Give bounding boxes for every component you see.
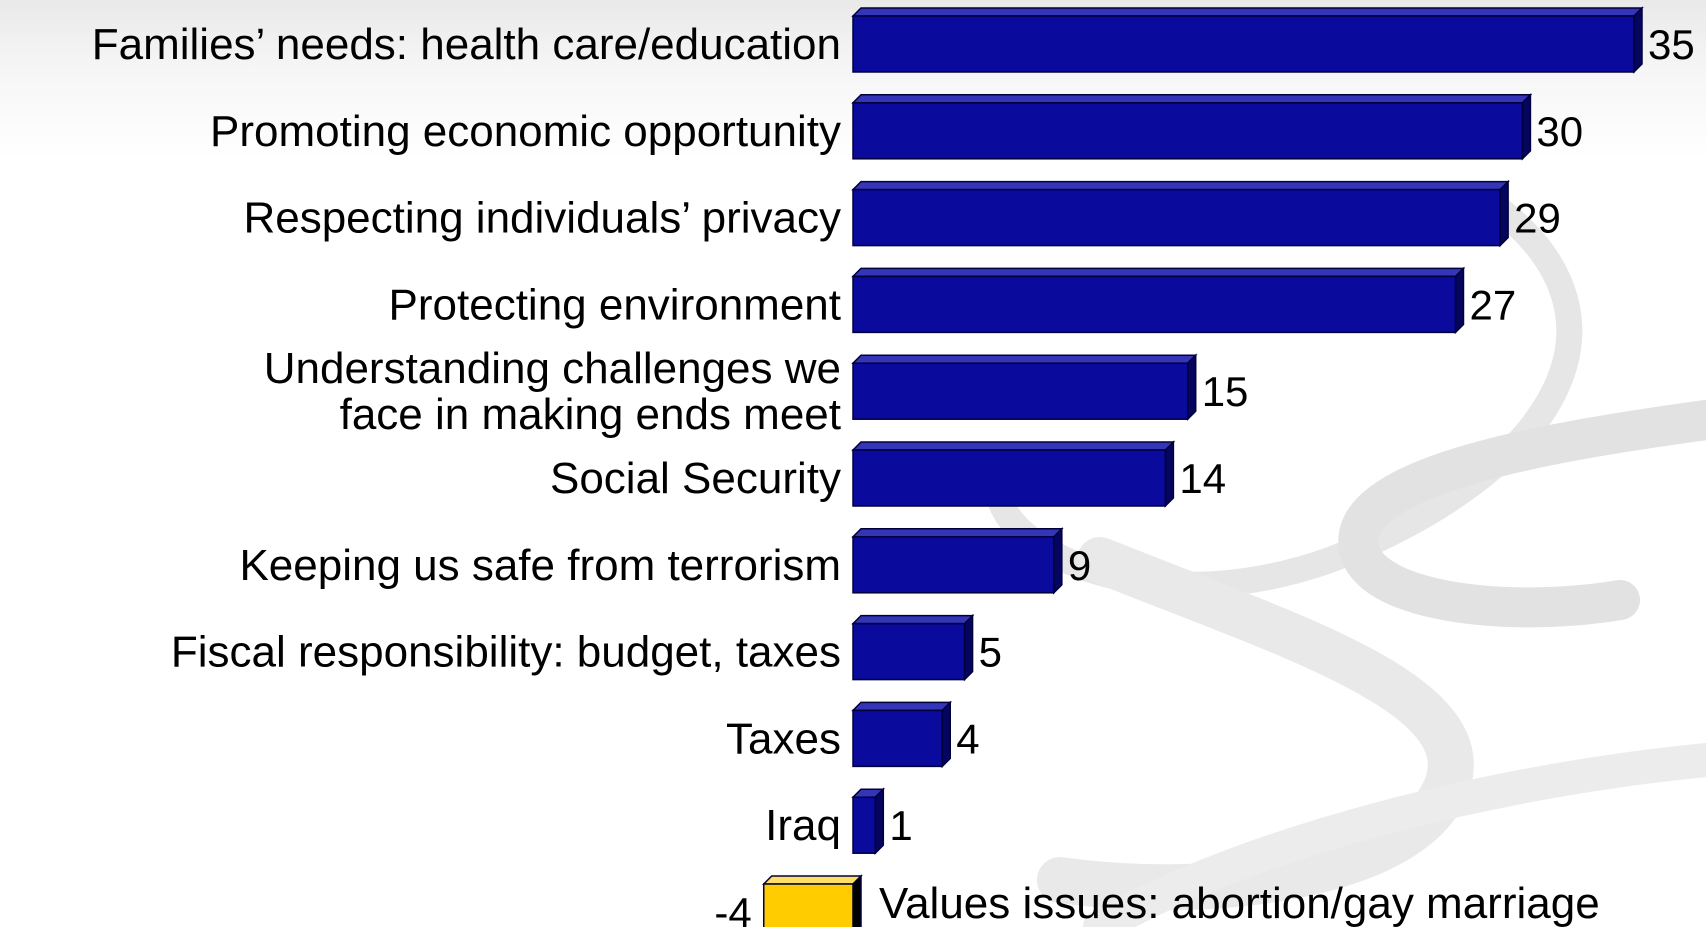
value-label-5: 14	[1179, 455, 1226, 502]
category-label-2: Respecting individuals’ privacy	[243, 194, 841, 243]
bar-group-7	[851, 613, 975, 682]
swirl-stroke-middle	[1338, 400, 1706, 628]
category-label-line: Families’ needs: health care/education	[92, 20, 841, 69]
bar-9	[852, 796, 877, 854]
bar-group-0	[851, 6, 1644, 74]
bar-side-6	[1053, 526, 1063, 595]
bar-side-0	[1633, 6, 1643, 74]
bar-side-5	[1164, 440, 1175, 508]
category-label-5: Social Security	[550, 454, 841, 503]
category-label-line: Keeping us safe from terrorism	[239, 541, 841, 590]
bars-layer	[761, 6, 1644, 927]
category-label-1: Promoting economic opportunity	[210, 107, 841, 156]
bar-top-0	[851, 7, 1644, 17]
bar-10	[762, 883, 854, 927]
bar-side-8	[941, 700, 952, 769]
category-label-line: Fiscal responsibility: budget, taxes	[171, 628, 841, 677]
bar-group-6	[851, 526, 1064, 595]
category-label-line: Respecting individuals’ privacy	[243, 194, 841, 243]
bar-top-2	[851, 180, 1510, 191]
bar-2	[852, 188, 1501, 247]
bar-1	[852, 102, 1524, 160]
category-label-line: Promoting economic opportunity	[210, 107, 841, 156]
bar-side-9	[874, 787, 885, 856]
bar-top-5	[851, 441, 1176, 451]
bar-side-3	[1454, 266, 1465, 335]
category-label-4: Understanding challenges we face in makin…	[264, 344, 841, 439]
category-label-9: Iraq	[765, 801, 841, 850]
value-label-6: 9	[1068, 542, 1091, 589]
bar-group-5	[851, 440, 1176, 508]
bar-group-10	[761, 874, 863, 927]
value-label-0: 35	[1648, 21, 1695, 68]
bar-group-4	[851, 353, 1198, 422]
bar-8	[852, 709, 944, 768]
bar-top-7	[851, 614, 975, 625]
bar-top-10	[761, 875, 863, 885]
category-label-3: Protecting environment	[389, 280, 841, 329]
bar-group-9	[851, 787, 886, 856]
value-labels-layer: 35 30 29 27 15 14 9 541 -4	[714, 21, 1694, 927]
bar-4	[852, 362, 1189, 420]
category-label-0: Families’ needs: health care/education	[92, 20, 841, 69]
bar-0	[852, 15, 1635, 73]
category-label-line: Protecting environment	[389, 280, 841, 329]
value-label-1: 30	[1536, 108, 1583, 155]
bar-3	[852, 275, 1457, 334]
bar-side-4	[1186, 353, 1197, 422]
category-label-line: Iraq	[765, 801, 841, 850]
category-label-10: Values issues: abortion/gay marriage	[879, 879, 1600, 927]
bar-side-2	[1499, 179, 1509, 248]
bar-top-3	[851, 267, 1466, 278]
bar-top-1	[851, 94, 1533, 104]
value-label-4: 15	[1202, 368, 1249, 415]
bar-group-2	[851, 179, 1510, 248]
value-label-8: 4	[956, 715, 979, 762]
bar-group-1	[851, 92, 1533, 161]
value-label-7: 5	[979, 629, 1002, 676]
bar-side-10	[852, 874, 862, 927]
bar-group-3	[851, 266, 1466, 335]
category-label-line: Taxes	[726, 714, 841, 763]
value-label-9: 1	[889, 802, 912, 849]
bar-group-8	[851, 700, 953, 769]
bar-top-8	[851, 701, 953, 712]
category-label-line: face in making ends meet	[340, 390, 841, 439]
bar-6	[852, 536, 1055, 594]
category-label-6: Keeping us safe from terrorism	[239, 541, 841, 590]
bar-side-1	[1521, 92, 1532, 161]
bar-top-4	[851, 354, 1198, 364]
category-labels-layer: Families’ needs: health care/education Pr…	[92, 20, 1600, 927]
bar-side-7	[963, 613, 974, 682]
category-label-8: Taxes	[726, 714, 841, 763]
category-label-line: Understanding challenges we	[264, 344, 841, 393]
value-label-2: 29	[1514, 195, 1561, 242]
bar-5	[852, 449, 1167, 507]
category-label-7: Fiscal responsibility: budget, taxes	[171, 628, 841, 677]
bar-7	[852, 622, 966, 681]
category-label-line: Social Security	[550, 454, 841, 503]
value-label-3: 27	[1469, 281, 1516, 328]
bar-top-6	[851, 528, 1064, 538]
swirl-stroke-bottom	[1083, 743, 1706, 927]
value-label-10: -4	[714, 889, 751, 927]
